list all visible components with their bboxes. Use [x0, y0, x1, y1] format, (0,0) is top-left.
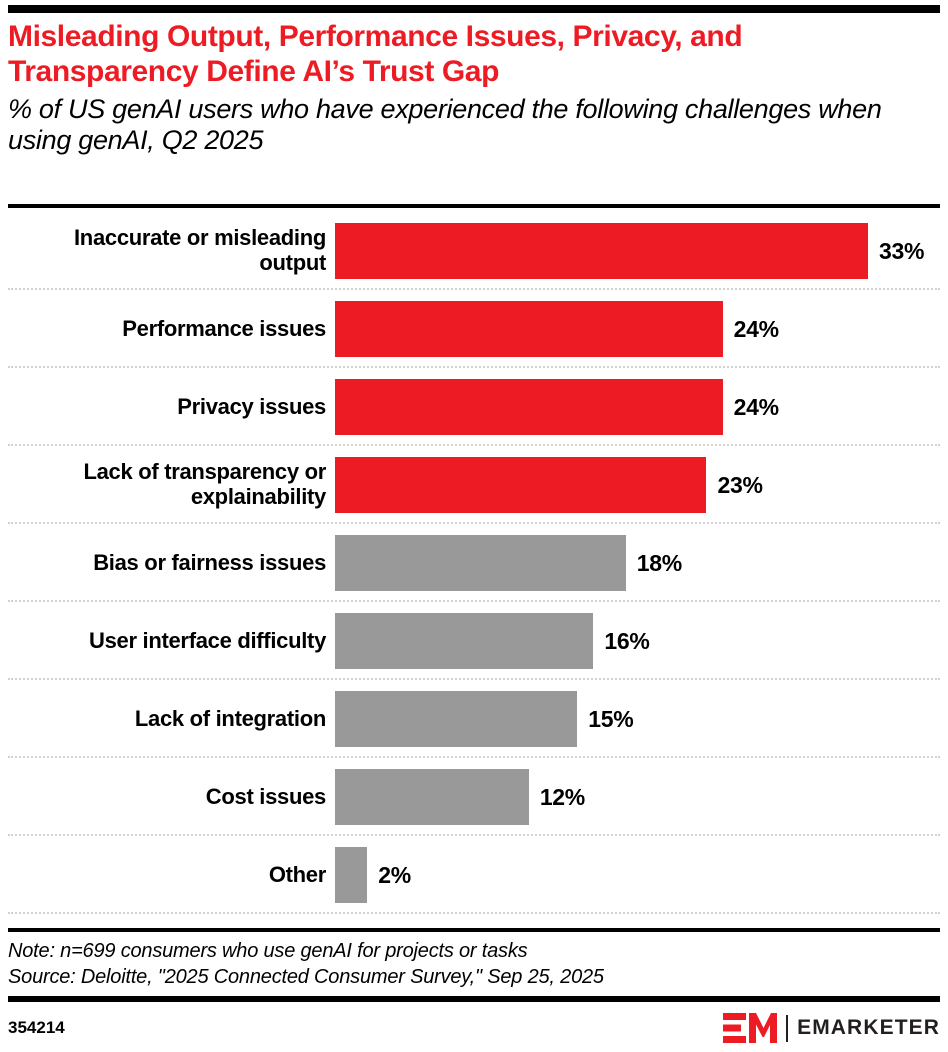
header-divider [8, 204, 940, 208]
bar [335, 691, 578, 747]
chart-subtitle: % of US genAI users who have experienced… [8, 93, 882, 156]
chart-row: Lack of transparency or explainability 23… [8, 446, 940, 524]
bar [335, 769, 529, 825]
chart-footnotes: Note: n=699 consumers who use genAI for … [8, 938, 940, 991]
bar [335, 223, 868, 279]
category-label: Other [268, 861, 326, 887]
category-label: User interface difficulty [88, 627, 326, 653]
bar [335, 847, 368, 903]
bar-value-label: 16% [604, 627, 650, 654]
bar [335, 613, 594, 669]
chart-row: Lack of integration 15% [8, 680, 940, 758]
top-rule [8, 5, 940, 13]
bar-track: 16% [335, 602, 940, 680]
chart-id: 354214 [8, 1018, 65, 1037]
category-label: Lack of transparency or explainability [83, 459, 326, 509]
row-separator [8, 366, 940, 368]
footer-top-rule [8, 996, 940, 1002]
category-label: Cost issues [205, 783, 327, 809]
bar-track: 15% [335, 680, 940, 758]
category-label: Lack of integration [134, 705, 326, 731]
bar-track: 24% [335, 368, 940, 446]
row-separator [8, 756, 940, 758]
row-separator [8, 678, 940, 680]
bar-track: 12% [335, 758, 940, 836]
chart-row: Cost issues 12% [8, 758, 940, 836]
chart-footer: 354214 EMARKETER [8, 1010, 940, 1046]
row-separator [8, 288, 940, 290]
bar-value-label: 2% [378, 861, 411, 888]
bar-value-label: 24% [733, 315, 779, 342]
source-line: Source: Deloitte, "2025 Connected Consum… [8, 966, 604, 989]
bar-track: 23% [335, 446, 940, 524]
chart-row: Other 2% [8, 836, 940, 914]
bar-track: 18% [335, 524, 940, 602]
em-monogram-icon [723, 1013, 778, 1043]
emarketer-logo: EMARKETER [723, 1013, 940, 1043]
category-label: Performance issues [122, 315, 326, 341]
chart-row: Bias or fairness issues 18% [8, 524, 940, 602]
bar-chart-plot: Inaccurate or misleading output 33% Perfor… [8, 212, 940, 926]
row-separator [8, 912, 940, 914]
row-separator [8, 834, 940, 836]
logo-divider [786, 1014, 789, 1042]
bar-track: 2% [335, 836, 940, 914]
bar-value-label: 23% [717, 471, 763, 498]
category-label: Privacy issues [177, 393, 326, 419]
bar-value-label: 18% [636, 549, 682, 576]
bar [335, 301, 723, 357]
chart-row: Performance issues 24% [8, 290, 940, 368]
category-label: Bias or fairness issues [93, 549, 326, 575]
row-separator [8, 444, 940, 446]
category-label: Inaccurate or misleading output [74, 225, 326, 275]
row-separator [8, 522, 940, 524]
bar-value-label: 12% [539, 783, 585, 810]
brand-wordmark: EMARKETER [797, 1016, 940, 1039]
bar-value-label: 24% [733, 393, 779, 420]
chart-title: Misleading Output, Performance Issues, P… [8, 20, 743, 88]
bar [335, 457, 707, 513]
chart-header: Misleading Output, Performance Issues, P… [8, 20, 940, 157]
chart-row: User interface difficulty 16% [8, 602, 940, 680]
bar-value-label: 33% [879, 237, 925, 264]
note-line: Note: n=699 consumers who use genAI for … [8, 940, 528, 962]
row-separator [8, 600, 940, 602]
bar [335, 535, 626, 591]
bar [335, 379, 723, 435]
bar-value-label: 15% [588, 705, 634, 732]
chart-row: Privacy issues 24% [8, 368, 940, 446]
bar-track: 24% [335, 290, 940, 368]
bar-track: 33% [335, 212, 940, 290]
chart-row: Inaccurate or misleading output 33% [8, 212, 940, 290]
notes-top-rule [8, 928, 940, 932]
